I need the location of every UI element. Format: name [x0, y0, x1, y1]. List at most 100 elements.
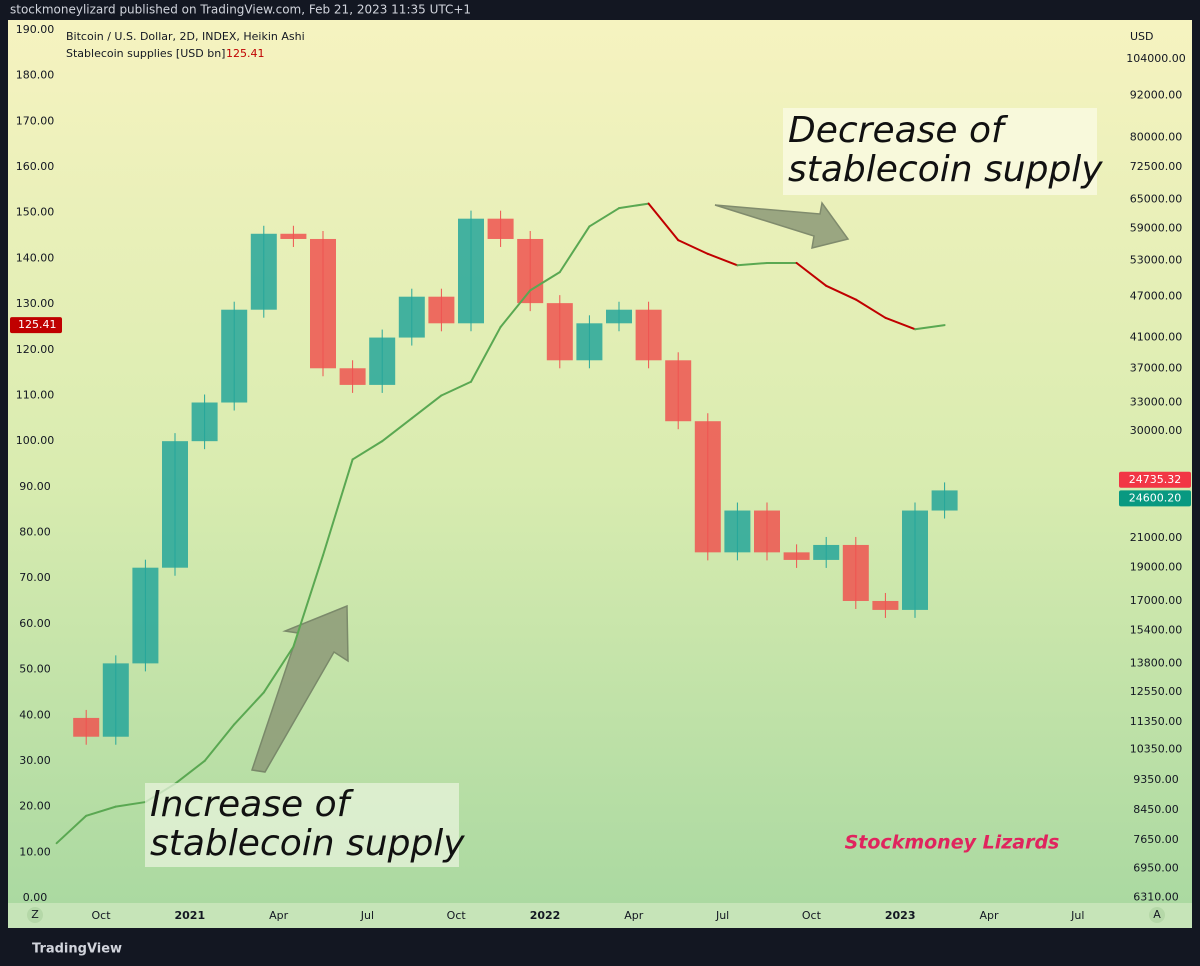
price-tag	[1119, 490, 1191, 507]
candle	[398, 296, 425, 338]
price-tag-label: 24600.20	[1129, 491, 1182, 504]
x-tick-label: Jul	[1070, 909, 1084, 922]
annotation-text: stablecoin supply	[788, 149, 1103, 190]
y2-tick-label: 30000.00	[1130, 424, 1183, 437]
line-segment	[174, 759, 206, 785]
y2-tick-label: 92000.00	[1130, 89, 1183, 102]
y2-tick-label: 10350.00	[1130, 742, 1183, 755]
last-value-label: 125.41	[18, 318, 57, 331]
y-tick-label: 130.00	[16, 297, 55, 310]
y-tick-label: 20.00	[19, 800, 51, 813]
y2-tick-label: 15400.00	[1130, 624, 1183, 637]
y2-tick-label: 33000.00	[1130, 396, 1183, 409]
line-segment	[470, 325, 502, 383]
candle	[517, 238, 544, 304]
price-tag-label: 24735.32	[1129, 473, 1182, 486]
legend-stable: Stablecoin supplies [USD bn]	[66, 47, 225, 60]
y2-tick-label: 80000.00	[1130, 131, 1183, 144]
zoom-label[interactable]: Z	[31, 908, 39, 921]
y2-tick-label: 47000.00	[1130, 290, 1183, 303]
candle	[191, 402, 218, 442]
y2-tick-label: 17000.00	[1130, 594, 1183, 607]
y2-tick-label: 8450.00	[1133, 803, 1179, 816]
x-axis-bar	[8, 903, 1192, 928]
line-segment	[440, 380, 472, 397]
arrow-decrease	[714, 201, 850, 250]
candle	[724, 510, 751, 553]
candle	[842, 544, 869, 601]
y-tick-label: 170.00	[16, 114, 55, 127]
y-tick-label: 110.00	[16, 388, 55, 401]
y2-tick-label: 6950.00	[1133, 862, 1179, 875]
line-segment	[322, 458, 354, 557]
price-tag	[1119, 471, 1191, 488]
line-segment	[114, 801, 147, 808]
y-tick-label: 150.00	[16, 206, 55, 219]
candle	[339, 368, 366, 385]
candle	[546, 303, 573, 361]
candle	[132, 567, 159, 664]
auto-label[interactable]: A	[1153, 908, 1161, 921]
y-tick-label: 100.00	[16, 434, 55, 447]
line-segment	[825, 284, 857, 301]
annotation-text: Decrease of	[788, 110, 1009, 151]
candle	[73, 717, 100, 737]
line-segment	[292, 554, 324, 648]
line-segment	[795, 261, 828, 287]
y2-tick-label: 12550.00	[1130, 685, 1183, 698]
x-tick-label: Jul	[715, 909, 729, 922]
x-tick-label: Apr	[624, 909, 644, 922]
candle	[694, 421, 721, 553]
legend-value: 125.41	[226, 47, 265, 60]
line-segment	[55, 814, 88, 845]
candle	[310, 238, 336, 369]
line-segment	[529, 271, 561, 292]
y2-tick-label: 21000.00	[1130, 531, 1183, 544]
y-tick-label: 160.00	[16, 160, 55, 173]
candle	[635, 309, 662, 361]
candle	[487, 218, 514, 239]
y2-tick-label: 65000.00	[1130, 193, 1183, 206]
y2-tick-label: 6310.00	[1133, 891, 1179, 904]
y-tick-label: 190.00	[16, 23, 55, 36]
candle	[428, 296, 455, 324]
x-tick-label: Oct	[802, 909, 822, 922]
header: stockmoneylizard published on TradingVie…	[10, 3, 471, 17]
line-segment	[914, 324, 946, 331]
x-tick-label: Jul	[360, 909, 374, 922]
auto-button[interactable]	[1149, 907, 1165, 923]
line-segment	[381, 417, 413, 443]
line-segment	[410, 394, 443, 420]
y-tick-label: 60.00	[19, 617, 51, 630]
legend-btc: Bitcoin / U.S. Dollar, 2D, INDEX, Heikin…	[66, 30, 305, 43]
y2-tick-label: 72500.00	[1130, 160, 1183, 173]
zoom-button[interactable]	[27, 907, 43, 923]
y2-tick-label: 59000.00	[1130, 222, 1183, 235]
y2-tick-label: 41000.00	[1130, 331, 1183, 344]
line-segment	[588, 207, 620, 228]
line-segment	[706, 252, 739, 267]
y-tick-label: 0.00	[23, 891, 48, 904]
y-tick-label: 140.00	[16, 251, 55, 264]
y2-tick-label: 11350.00	[1130, 715, 1183, 728]
candle	[813, 544, 840, 560]
candle	[280, 233, 307, 239]
candle	[931, 490, 958, 511]
y-tick-label: 90.00	[19, 480, 51, 493]
y-tick-label: 80.00	[19, 526, 51, 539]
line-segment	[233, 691, 265, 726]
watermark: Stockmoney Lizards	[845, 832, 1060, 854]
y-tick-label: 40.00	[19, 708, 51, 721]
y2-tick-label: 13800.00	[1130, 656, 1183, 669]
candle	[665, 360, 692, 422]
line-segment	[677, 239, 709, 255]
candle	[783, 552, 810, 560]
candle	[902, 510, 928, 610]
y2-tick-label: 104000.00	[1126, 52, 1186, 65]
arrow-increase	[251, 604, 349, 773]
line-segment	[647, 202, 680, 242]
candle	[872, 600, 899, 610]
candle	[369, 337, 396, 385]
line-segment	[262, 645, 295, 694]
